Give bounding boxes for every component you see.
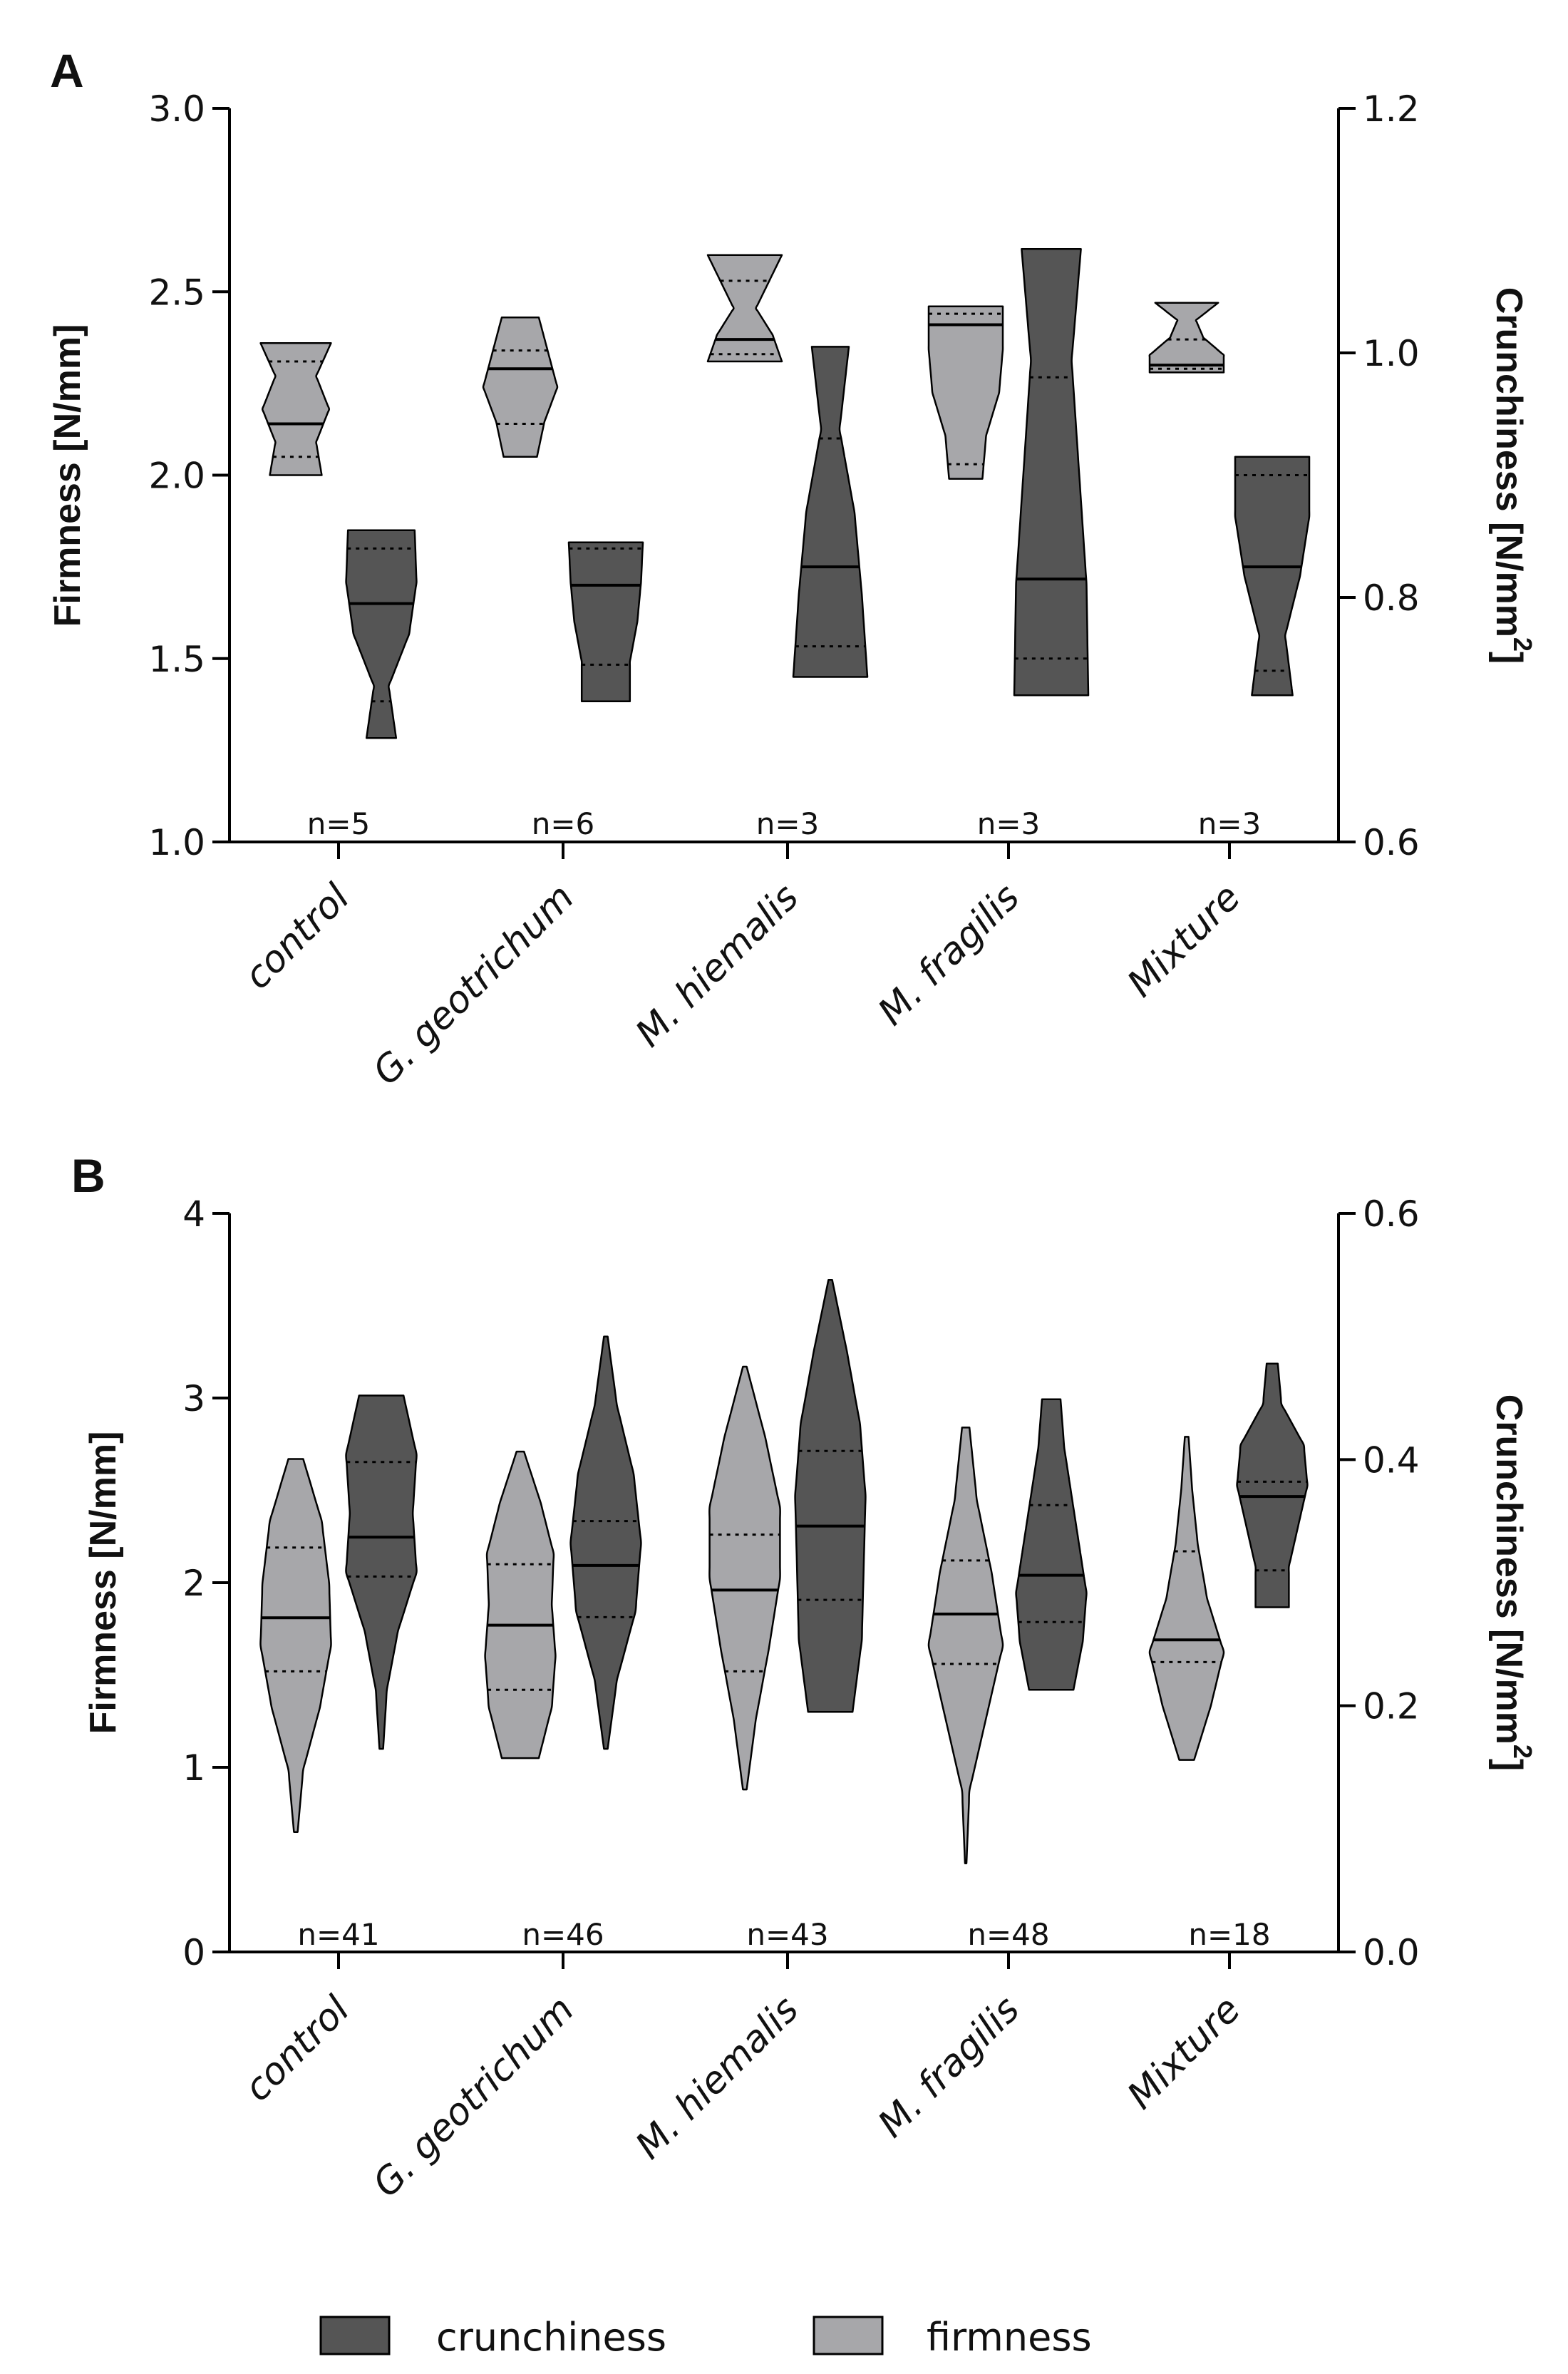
legend-item-crunchiness: crunchiness bbox=[319, 2315, 666, 2360]
panel-a-right-tick-label: 1.2 bbox=[1363, 88, 1420, 130]
panel-a-crunchiness-violin bbox=[567, 541, 644, 703]
panel-a-firmness-violin bbox=[706, 254, 783, 363]
panel-a-left-tick-label: 2.5 bbox=[148, 272, 205, 313]
panel-b-right-tick-label: 0.4 bbox=[1363, 1439, 1420, 1481]
panel-a-left-tick-label: 1.5 bbox=[148, 639, 205, 680]
panel-b-crunchiness-violin bbox=[794, 1278, 867, 1713]
legend-label-firmness: firmness bbox=[927, 2315, 1092, 2360]
panel-b-firmness-violin bbox=[1148, 1436, 1225, 1761]
panel-b-left-tick-label: 2 bbox=[182, 1563, 205, 1604]
panel-b-crunchiness-violin bbox=[345, 1394, 418, 1750]
panel-b-firmness-violin bbox=[484, 1450, 557, 1759]
panel-b-n-label: n=18 bbox=[1188, 1917, 1270, 1952]
panel-a-left-axis-title: Firmness [N/mm] bbox=[47, 324, 88, 627]
panel-a-category-label: M. fragilis bbox=[870, 876, 1028, 1034]
panel-a-crunchiness-violin bbox=[792, 346, 869, 678]
panel-a-n-label: n=3 bbox=[1198, 806, 1262, 841]
panel-b-right-axis-title: Crunchiness [N/mm2] bbox=[1488, 1394, 1537, 1772]
panel-b-right-axis-title-main: Crunchiness [N/mm bbox=[1488, 1394, 1530, 1744]
panel-a-category-label: Mixture bbox=[1120, 876, 1249, 1006]
panel-b-left-tick-label: 1 bbox=[182, 1747, 205, 1789]
panel-b-category-label: G. geotrichum bbox=[365, 1988, 582, 2206]
panel-a-right-tick-label: 1.0 bbox=[1363, 333, 1420, 374]
panel-a-firmness-violin bbox=[259, 342, 332, 476]
panel-b-firmness-violin bbox=[927, 1427, 1004, 1864]
panel-b-left-tick-label: 0 bbox=[182, 1932, 205, 1973]
panel-a-right-axis-title-end: ] bbox=[1488, 652, 1530, 664]
panel-b-left-tick-label: 4 bbox=[182, 1193, 205, 1235]
panel-b-n-label: n=43 bbox=[746, 1917, 828, 1952]
panel-b-right-tick-label: 0.6 bbox=[1363, 1193, 1420, 1235]
panel-a-right-tick-label: 0.8 bbox=[1363, 577, 1420, 619]
panel-a-right-axis-title: Crunchiness [N/mm2] bbox=[1488, 287, 1537, 664]
panel-a-category-label: G. geotrichum bbox=[365, 876, 582, 1094]
panel-b-crunchiness-violin bbox=[569, 1335, 642, 1750]
panel-a-plot-area: 1.0 1.5 2.0 2.5 3.0 0.6 0.8 1.0 1.2 n=5 control n=6… bbox=[148, 88, 1419, 1094]
panel-b-right-tick-label: 0.2 bbox=[1363, 1686, 1420, 1727]
panel-a-left-tick-label: 1.0 bbox=[148, 822, 205, 863]
panel-a-n-label: n=5 bbox=[307, 806, 371, 841]
panel-b-category-label: Mixture bbox=[1120, 1988, 1249, 2118]
panel-a-crunchiness-violin bbox=[1234, 456, 1311, 697]
panel-a-crunchiness-violin bbox=[345, 529, 418, 739]
panel-b-crunchiness-violin bbox=[1015, 1398, 1088, 1691]
panel-a: A Firmness [N/mm] Crunchiness [N/mm2] 1.… bbox=[47, 44, 1537, 1094]
panel-b-firmness-violin bbox=[708, 1365, 781, 1791]
panel-b-n-label: n=41 bbox=[297, 1917, 379, 1952]
panel-b-category-label: M. hiemalis bbox=[628, 1988, 808, 2168]
panel-b-right-axis-title-end: ] bbox=[1488, 1759, 1530, 1771]
panel-b: B Firmness [N/mm] Crunchiness [N/mm2] 01… bbox=[71, 1149, 1537, 2206]
legend-swatch-crunchiness bbox=[319, 2316, 391, 2355]
panel-b-crunchiness-violin bbox=[1236, 1362, 1309, 1608]
panel-a-right-axis-title-sup: 2 bbox=[1508, 637, 1537, 652]
panel-b-n-label: n=48 bbox=[967, 1917, 1049, 1952]
legend-label-crunchiness: crunchiness bbox=[436, 2315, 666, 2360]
panel-a-n-label: n=3 bbox=[756, 806, 820, 841]
panel-b-category-label: M. fragilis bbox=[870, 1988, 1028, 2146]
panel-a-firmness-violin bbox=[927, 305, 1004, 480]
panel-b-plot-area: 0 1 2 3 4 0.0 0.2 0.4 0.6 n=41 control n=46 G. geotr… bbox=[182, 1193, 1419, 2206]
panel-a-right-axis-title-main: Crunchiness [N/mm bbox=[1488, 287, 1530, 637]
panel-a-left-tick-label: 2.0 bbox=[148, 456, 205, 497]
panel-b-right-axis-title-sup: 2 bbox=[1508, 1744, 1537, 1759]
panel-a-n-label: n=3 bbox=[977, 806, 1041, 841]
panel-a-category-label: M. hiemalis bbox=[628, 876, 808, 1056]
panel-b-left-axis-title: Firmness [N/mm] bbox=[83, 1432, 124, 1735]
panel-b-category-label: control bbox=[237, 1988, 359, 2110]
panel-b-n-label: n=46 bbox=[522, 1917, 604, 1952]
panel-a-left-tick-label: 3.0 bbox=[148, 88, 205, 130]
panel-a-right-tick-label: 0.6 bbox=[1363, 822, 1420, 863]
panel-a-category-label: control bbox=[237, 875, 359, 997]
panel-b-left-tick-label: 3 bbox=[182, 1378, 205, 1419]
panel-a-letter: A bbox=[50, 44, 84, 97]
legend: crunchiness firmness bbox=[319, 2315, 1092, 2360]
panel-a-firmness-violin bbox=[1148, 302, 1225, 374]
panel-b-letter: B bbox=[71, 1149, 105, 1202]
legend-swatch-firmness bbox=[813, 2316, 884, 2355]
panel-a-n-label: n=6 bbox=[532, 806, 595, 841]
legend-item-firmness: firmness bbox=[813, 2315, 1092, 2360]
panel-a-crunchiness-violin bbox=[1013, 247, 1090, 697]
panel-b-right-tick-label: 0.0 bbox=[1363, 1932, 1420, 1973]
panel-a-firmness-violin bbox=[482, 317, 559, 458]
panel-b-firmness-violin bbox=[259, 1458, 332, 1833]
